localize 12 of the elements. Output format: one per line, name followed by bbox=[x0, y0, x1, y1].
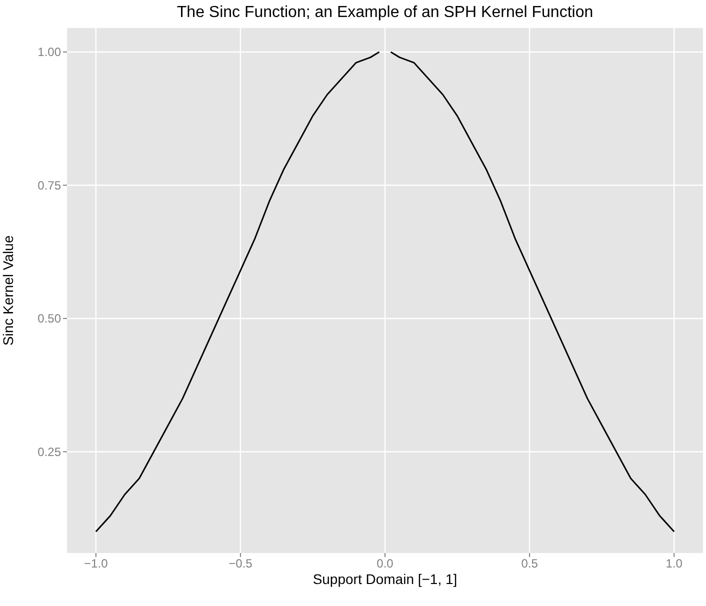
chart-title: The Sinc Function; an Example of an SPH Kernel Function bbox=[176, 4, 594, 22]
x-tick-label: 0.5 bbox=[521, 556, 538, 571]
y-tick-label: 1.00 bbox=[38, 45, 62, 60]
x-tick-label: 0.0 bbox=[376, 556, 394, 571]
y-tick-label: 0.75 bbox=[38, 178, 62, 192]
x-tick-label: −1.0 bbox=[84, 556, 108, 571]
y-axis-title: Sinc Kernel Value bbox=[0, 235, 16, 346]
x-tick-label: −0.5 bbox=[228, 556, 253, 571]
y-tick-label: 0.50 bbox=[38, 312, 62, 326]
y-tick-label: 0.25 bbox=[38, 444, 62, 459]
x-tick-label: 1.0 bbox=[666, 556, 683, 571]
x-axis-title: Support Domain [−1, 1] bbox=[312, 571, 458, 587]
